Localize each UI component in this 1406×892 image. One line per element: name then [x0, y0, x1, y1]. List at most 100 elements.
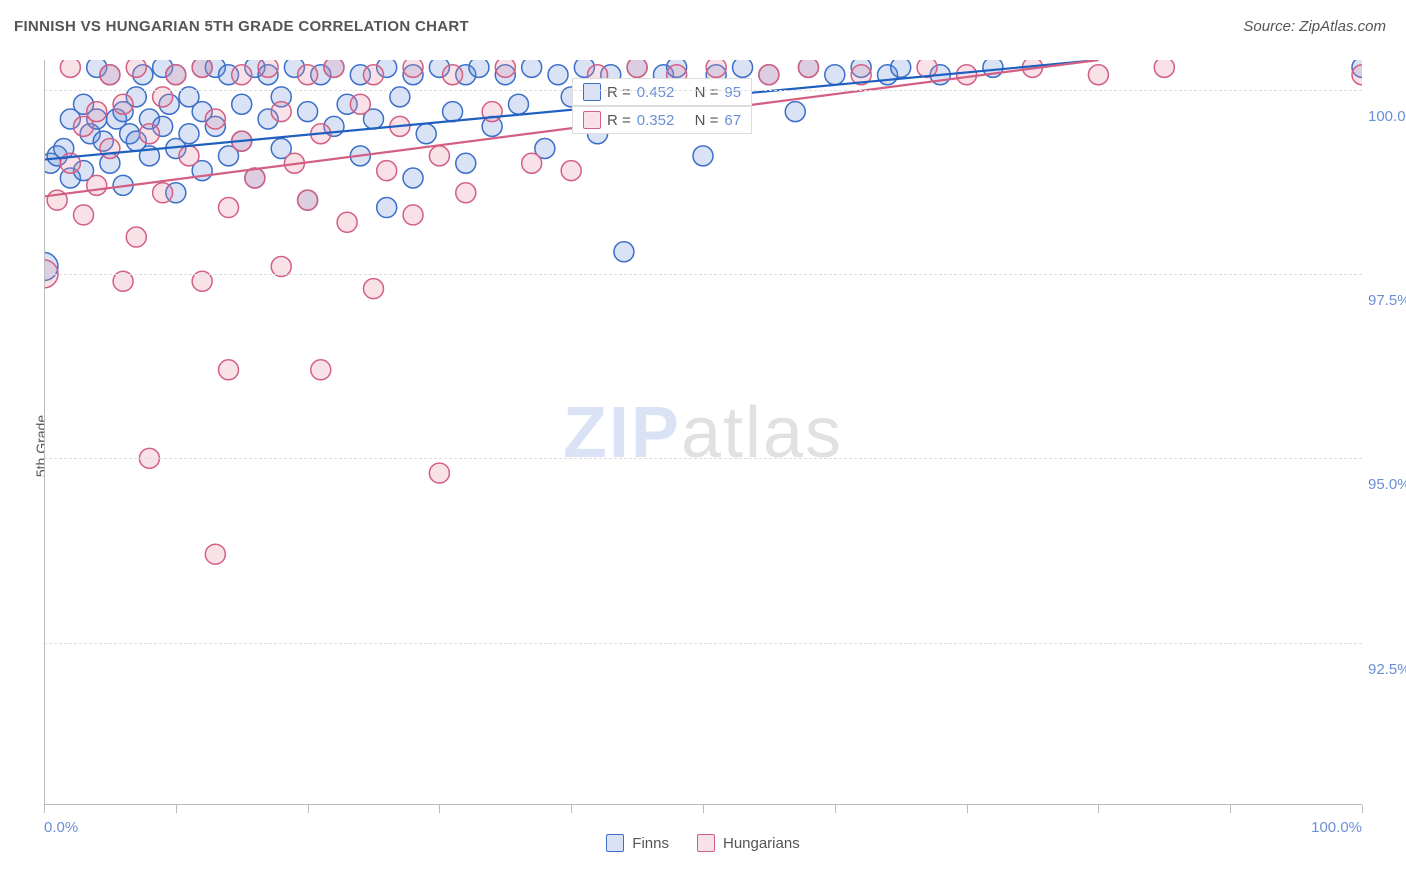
data-point: [139, 124, 159, 144]
data-point: [377, 161, 397, 181]
stats-swatch-hungarians: [583, 111, 601, 129]
data-point: [298, 190, 318, 210]
data-point: [429, 463, 449, 483]
x-tick: [308, 805, 309, 813]
chart-container: FINNISH VS HUNGARIAN 5TH GRADE CORRELATI…: [0, 0, 1406, 892]
data-point: [495, 60, 515, 77]
y-tick-label: 100.0%: [1368, 108, 1406, 125]
chart-svg: [44, 60, 1362, 805]
data-point: [377, 198, 397, 218]
gridline-h: [44, 90, 1362, 91]
data-point: [126, 227, 146, 247]
stats-box-finns: R = 0.452 N = 95: [572, 78, 752, 106]
y-tick-label: 92.5%: [1368, 661, 1406, 678]
x-tick: [703, 805, 704, 813]
data-point: [258, 60, 278, 77]
data-point: [548, 65, 568, 85]
data-point: [74, 205, 94, 225]
chart-source: Source: ZipAtlas.com: [1243, 18, 1386, 35]
data-point: [508, 94, 528, 114]
data-point: [232, 94, 252, 114]
legend-item-hungarians: Hungarians: [697, 834, 800, 852]
legend-swatch-hungarians: [697, 834, 715, 852]
x-tick: [571, 805, 572, 813]
x-tick: [44, 805, 45, 813]
data-point: [1088, 65, 1108, 85]
data-point: [100, 65, 120, 85]
data-point: [443, 102, 463, 122]
data-point: [627, 60, 647, 77]
data-point: [350, 94, 370, 114]
data-point: [364, 279, 384, 299]
data-point: [561, 161, 581, 181]
stats-box-hungarians: R = 0.352 N = 67: [572, 106, 752, 134]
data-point: [271, 102, 291, 122]
data-point: [785, 102, 805, 122]
legend-swatch-finns: [606, 834, 624, 852]
data-point: [337, 212, 357, 232]
data-point: [166, 65, 186, 85]
data-point: [179, 124, 199, 144]
data-point: [759, 65, 779, 85]
gridline-h: [44, 458, 1362, 459]
x-tick: [1362, 805, 1363, 813]
data-point: [311, 360, 331, 380]
x-tick: [176, 805, 177, 813]
x-axis-line: [44, 804, 1362, 805]
y-tick-label: 97.5%: [1368, 292, 1406, 309]
data-point: [298, 102, 318, 122]
data-point: [614, 242, 634, 262]
y-tick-label: 95.0%: [1368, 476, 1406, 493]
y-axis-line: [44, 60, 45, 805]
data-point: [179, 146, 199, 166]
x-tick: [439, 805, 440, 813]
data-point: [192, 60, 212, 77]
data-point: [469, 60, 489, 77]
data-point: [693, 146, 713, 166]
data-point: [706, 60, 726, 77]
legend-label-finns: Finns: [632, 835, 669, 852]
data-point: [232, 65, 252, 85]
data-point: [416, 124, 436, 144]
data-point: [113, 94, 133, 114]
data-point: [891, 60, 911, 77]
data-point: [443, 65, 463, 85]
legend-item-finns: Finns: [606, 834, 669, 852]
data-point: [205, 109, 225, 129]
data-point: [403, 60, 423, 77]
data-point: [219, 198, 239, 218]
data-point: [87, 102, 107, 122]
data-point: [298, 65, 318, 85]
x-tick: [967, 805, 968, 813]
stats-swatch-finns: [583, 83, 601, 101]
data-point: [429, 146, 449, 166]
data-point: [153, 183, 173, 203]
data-point: [219, 360, 239, 380]
data-point: [957, 65, 977, 85]
data-point: [126, 60, 146, 77]
x-tick: [1098, 805, 1099, 813]
data-point: [522, 60, 542, 77]
data-point: [324, 60, 344, 77]
gridline-h: [44, 274, 1362, 275]
data-point: [456, 153, 476, 173]
data-point: [522, 153, 542, 173]
data-point: [733, 60, 753, 77]
chart-title: FINNISH VS HUNGARIAN 5TH GRADE CORRELATI…: [14, 18, 469, 35]
data-point: [825, 65, 845, 85]
plot-area: ZIPatlas R = 0.452 N = 95 R = 0.352 N = …: [44, 60, 1362, 805]
data-point: [403, 168, 423, 188]
legend: Finns Hungarians: [0, 834, 1406, 852]
data-point: [60, 60, 80, 77]
data-point: [798, 60, 818, 77]
data-point: [205, 544, 225, 564]
data-point: [87, 175, 107, 195]
x-tick: [1230, 805, 1231, 813]
gridline-h: [44, 643, 1362, 644]
data-point: [364, 65, 384, 85]
x-tick: [835, 805, 836, 813]
data-point: [456, 183, 476, 203]
legend-label-hungarians: Hungarians: [723, 835, 800, 852]
data-point: [1154, 60, 1174, 77]
data-point: [403, 205, 423, 225]
